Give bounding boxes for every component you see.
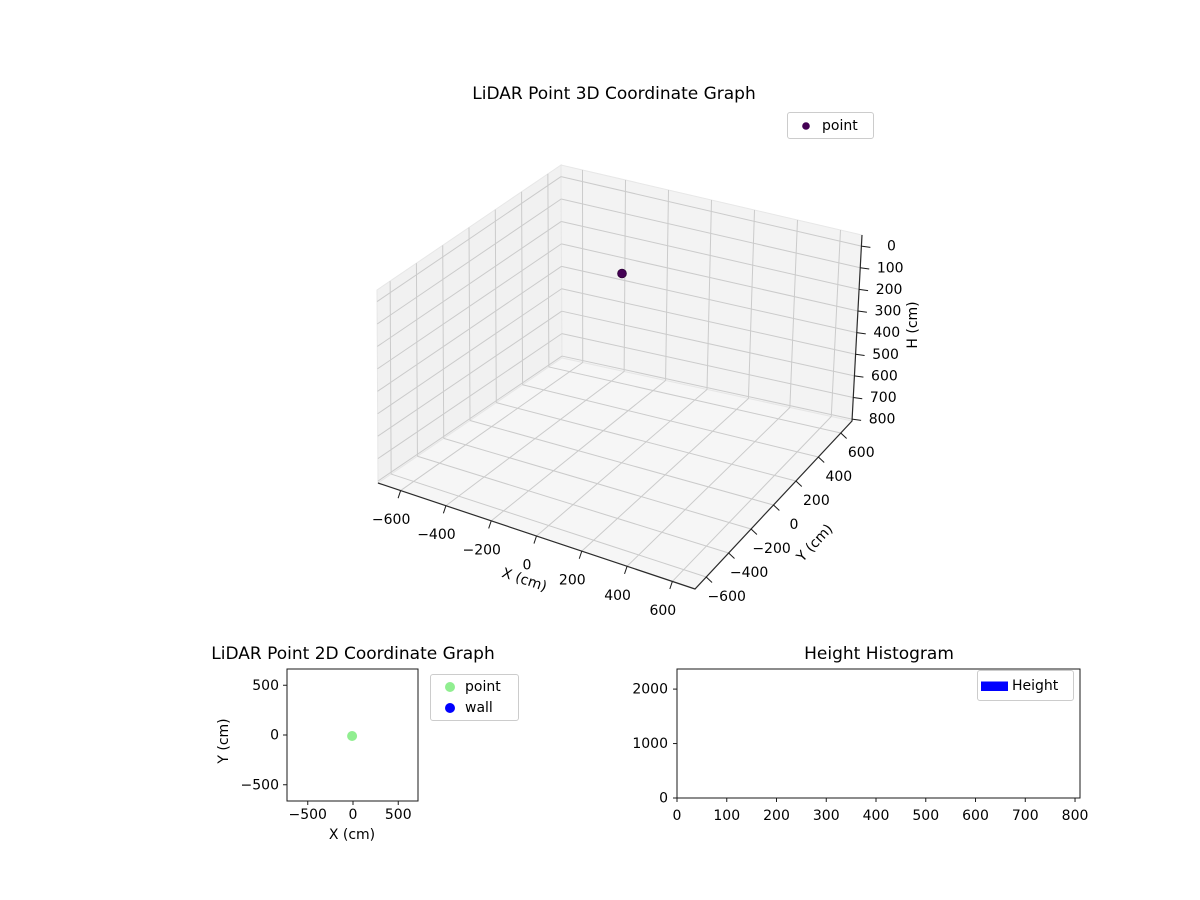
- svg-text:300: 300: [875, 304, 902, 320]
- svg-text:500: 500: [912, 808, 939, 824]
- histogram-title: Height Histogram: [804, 644, 954, 664]
- tick-group-hist: [673, 688, 1076, 802]
- svg-text:0: 0: [523, 557, 532, 573]
- grid-group: [376, 169, 862, 582]
- legend-label: wall: [465, 700, 493, 716]
- svg-text:500: 500: [872, 347, 899, 363]
- legend-label: point: [822, 117, 858, 134]
- x-axis-label-2d: X (cm): [329, 827, 375, 843]
- svg-text:600: 600: [848, 445, 875, 461]
- svg-text:800: 800: [869, 412, 896, 428]
- svg-text:500: 500: [252, 678, 279, 694]
- svg-text:300: 300: [813, 808, 840, 824]
- svg-text:600: 600: [649, 603, 676, 619]
- chart-2d-title: LiDAR Point 2D Coordinate Graph: [211, 644, 495, 664]
- svg-text:200: 200: [803, 493, 830, 509]
- svg-text:1000: 1000: [632, 736, 668, 752]
- tick-label-group-hist: 0 100 200 300 400 500 600 700 800 0 1000 2000: [632, 682, 1088, 824]
- svg-text:0: 0: [659, 791, 668, 807]
- lidar-3d-chart: −600−400−2000200400600−600−400−200020040…: [372, 164, 921, 619]
- svg-text:400: 400: [604, 588, 631, 604]
- svg-text:0: 0: [673, 808, 682, 824]
- chart-3d-legend: point: [787, 112, 874, 139]
- scatter-points-2d: [347, 730, 358, 741]
- svg-text:100: 100: [877, 260, 904, 276]
- svg-text:−400: −400: [730, 565, 768, 581]
- scatter-point: [347, 730, 358, 741]
- svg-text:0: 0: [270, 728, 279, 744]
- wall-marker-icon: [445, 703, 455, 713]
- svg-text:−500: −500: [289, 807, 327, 823]
- svg-text:200: 200: [763, 808, 790, 824]
- tick-label-group: −600−400−2000200400600−600−400−200020040…: [372, 239, 904, 619]
- svg-text:−500: −500: [241, 777, 279, 793]
- histogram-legend: Height: [977, 670, 1074, 701]
- svg-text:100: 100: [713, 808, 740, 824]
- scatter-points-3d: [617, 268, 627, 279]
- svg-text:600: 600: [962, 808, 989, 824]
- point-marker-icon: [445, 682, 455, 692]
- svg-text:200: 200: [559, 573, 586, 589]
- svg-text:500: 500: [385, 807, 412, 823]
- svg-text:700: 700: [1012, 808, 1039, 824]
- svg-text:−600: −600: [707, 589, 745, 605]
- point-marker-icon: [802, 121, 810, 130]
- legend-item-point: point: [431, 677, 518, 698]
- svg-text:600: 600: [871, 368, 898, 384]
- svg-text:−200: −200: [462, 542, 500, 558]
- y-axis-label-2d: Y (cm): [216, 718, 232, 764]
- svg-text:700: 700: [870, 390, 897, 406]
- svg-text:−200: −200: [752, 541, 790, 557]
- svg-text:200: 200: [876, 282, 903, 298]
- chart-2d-legend: point wall: [430, 674, 519, 721]
- tick-label-group-2d: −500 0 500 500 0 −500: [241, 678, 412, 823]
- svg-text:400: 400: [825, 469, 852, 485]
- height-marker-icon: [981, 681, 1008, 691]
- scatter-point: [617, 268, 627, 279]
- lidar-2d-chart: −500 0 500 500 0 −500 X (cm) Y (cm): [216, 668, 419, 843]
- legend-label: point: [465, 679, 501, 695]
- tick-group: [397, 245, 871, 590]
- legend-item-height: Height: [978, 675, 1073, 696]
- svg-text:−600: −600: [372, 512, 410, 528]
- svg-text:400: 400: [863, 808, 890, 824]
- y-axis-label: Y (cm): [793, 521, 836, 566]
- svg-text:800: 800: [1062, 808, 1089, 824]
- tick-group-2d: [283, 684, 399, 805]
- svg-text:400: 400: [873, 325, 900, 341]
- z-axis-label: H (cm): [905, 301, 921, 348]
- svg-text:0: 0: [349, 807, 358, 823]
- legend-item-wall: wall: [431, 698, 518, 719]
- legend-label: Height: [1012, 677, 1059, 694]
- legend-item-point: point: [788, 115, 873, 136]
- svg-text:0: 0: [887, 239, 896, 255]
- svg-text:2000: 2000: [632, 682, 668, 698]
- svg-text:0: 0: [790, 517, 799, 533]
- chart-3d-title: LiDAR Point 3D Coordinate Graph: [472, 84, 756, 104]
- svg-text:−400: −400: [417, 527, 455, 543]
